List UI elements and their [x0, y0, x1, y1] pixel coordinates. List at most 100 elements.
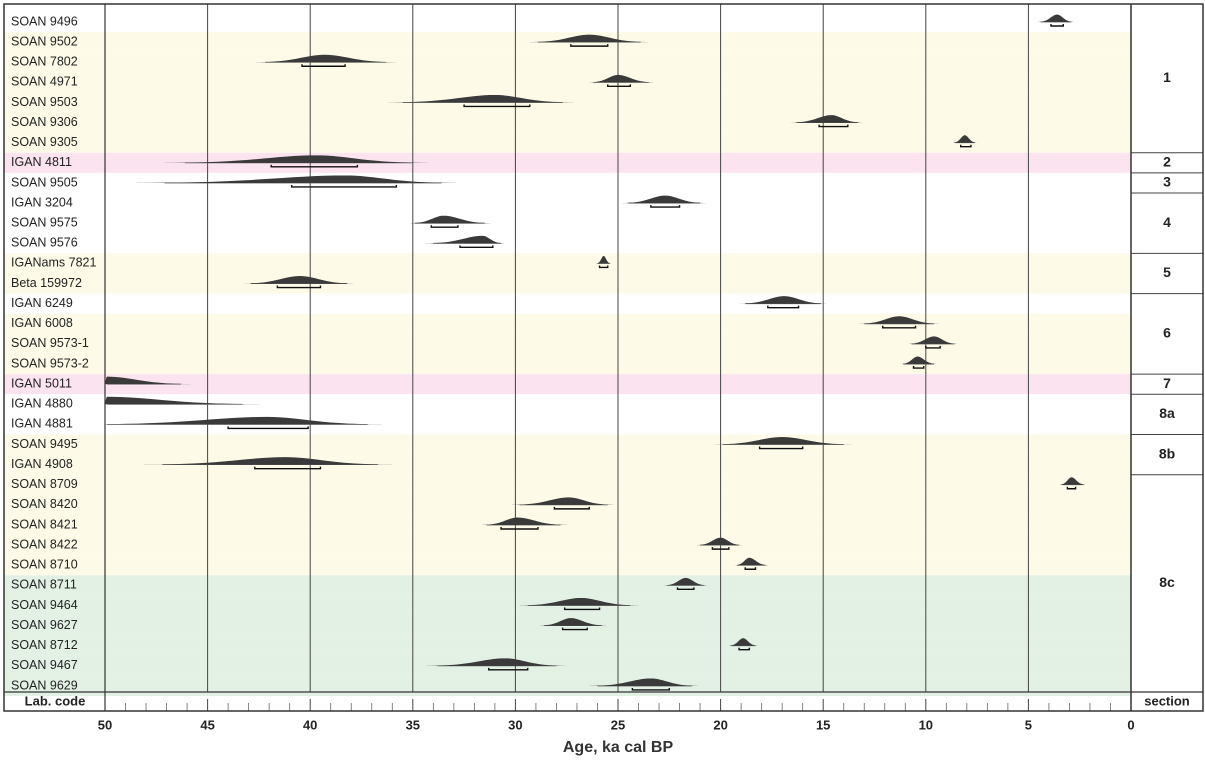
lab-code: SOAN 9496 [11, 14, 78, 28]
row-band [4, 374, 1131, 395]
probability-curve [143, 457, 393, 465]
sigma1-range [463, 104, 531, 108]
lab-code: SOAN 9573-1 [11, 336, 89, 350]
sigma1-range [500, 527, 539, 530]
probability-curve [739, 296, 827, 304]
lab-code: SOAN 8421 [11, 517, 78, 531]
sigma1-range [767, 305, 800, 309]
row-band [4, 675, 1131, 697]
x-tick-label: 35 [406, 717, 420, 732]
probability-curve [622, 195, 706, 204]
probability-curve [427, 658, 565, 666]
row-band [4, 635, 1131, 656]
lab-code: IGAN 3204 [11, 195, 73, 209]
probability-curve [858, 316, 940, 324]
section-label: 3 [1163, 174, 1171, 190]
probability-curve [410, 215, 491, 224]
lab-code: SOAN 9467 [11, 658, 78, 672]
lab-code: SOAN 8420 [11, 497, 78, 511]
probability-curve [105, 376, 193, 385]
section-label: 4 [1163, 214, 1171, 230]
probability-curve [255, 54, 396, 63]
section-header: section [1144, 693, 1190, 708]
label-header: Lab. code [25, 693, 86, 708]
sigma1-range [430, 225, 459, 228]
lab-code: Beta 159972 [11, 276, 82, 290]
probability-curve [481, 517, 568, 525]
probability-curve [136, 175, 457, 183]
lab-code: IGAN 5011 [11, 376, 72, 390]
lab-code: SOAN 4971 [11, 75, 78, 89]
section-label: 7 [1163, 375, 1171, 391]
lab-code: SOAN 9495 [11, 437, 78, 451]
lab-code: SOAN 9627 [11, 618, 78, 632]
probability-curve [596, 255, 611, 264]
x-tick-label: 20 [713, 717, 727, 732]
sigma1-range [738, 647, 751, 651]
sigma1-range [676, 587, 695, 591]
sigma1-range [270, 164, 359, 168]
sigma1-range [818, 124, 849, 128]
probability-curve [901, 356, 937, 365]
probability-curve [425, 235, 504, 244]
sigma1-range [607, 84, 632, 88]
lab-code: SOAN 9305 [11, 135, 78, 149]
lab-code: SOAN 8711 [11, 578, 77, 592]
x-tick-label: 15 [816, 717, 830, 732]
sigma1-range [598, 265, 609, 269]
probability-curve [164, 155, 428, 163]
sigma1-range [553, 506, 590, 510]
sigma1-range [227, 426, 309, 430]
row-band [4, 253, 1131, 274]
lab-code: IGAN 6008 [11, 316, 73, 330]
row-band [4, 535, 1131, 556]
sigma1-range [650, 205, 681, 208]
sigma1-range [301, 64, 346, 67]
probability-curve [540, 618, 607, 626]
x-tick-label: 50 [98, 717, 112, 732]
sigma1-range [563, 607, 601, 611]
lab-code: SOAN 9503 [11, 95, 78, 109]
row-band [4, 132, 1131, 153]
row-band [4, 213, 1131, 234]
lab-code: SOAN 9576 [11, 236, 78, 250]
row-band [4, 514, 1131, 536]
row-band [4, 52, 1131, 73]
row-band [4, 313, 1131, 334]
probability-curve [589, 74, 654, 83]
lab-code: IGANams 7821 [11, 256, 97, 270]
row-band [4, 72, 1131, 93]
probability-curve [243, 276, 355, 284]
lab-code: IGAN 4811 [11, 155, 72, 169]
section-label: 8b [1159, 445, 1175, 461]
x-tick-label: 30 [508, 717, 522, 732]
sigma1-range [254, 466, 322, 470]
sigma1-range [631, 687, 670, 691]
probability-curve [105, 416, 384, 425]
section-label: 1 [1163, 69, 1171, 85]
row-band [4, 333, 1131, 354]
section-label: 8c [1159, 574, 1175, 590]
lab-code: SOAN 9306 [11, 115, 78, 129]
sigma1-range [959, 144, 972, 148]
sigma1-range [925, 345, 941, 349]
section-label: 2 [1163, 154, 1171, 170]
row-band [4, 555, 1131, 576]
lab-code: SOAN 8709 [11, 477, 78, 491]
row-band [4, 575, 1131, 596]
sigma1-range [459, 245, 494, 249]
lab-code: SOAN 9573-2 [11, 356, 89, 370]
probability-curve [664, 577, 708, 586]
lab-code: IGAN 4881 [11, 417, 73, 431]
probability-curve [952, 135, 977, 143]
probability-curve [696, 537, 742, 546]
lab-code: SOAN 9464 [11, 598, 78, 612]
sigma1-range [276, 285, 322, 289]
x-tick-label: 45 [200, 717, 214, 732]
sigma1-range [561, 627, 588, 631]
lab-code: SOAN 8422 [11, 537, 78, 551]
x-axis-title: Age, ka cal BP [563, 739, 674, 756]
lab-code: SOAN 9502 [11, 34, 78, 48]
probability-curve [388, 94, 574, 103]
sigma1-range [744, 567, 757, 570]
